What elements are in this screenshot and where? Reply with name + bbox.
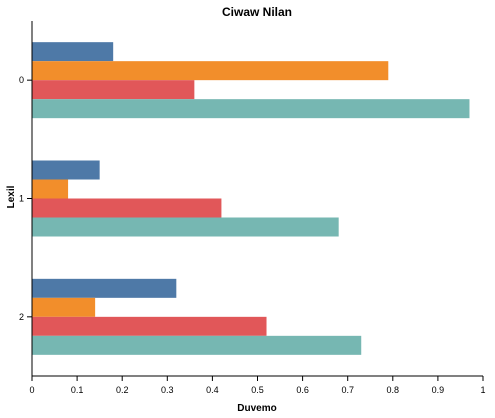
bar-cat1-series1 [32, 179, 69, 199]
chart-title: Ciwaw Nilan [222, 5, 292, 19]
x-tick-label: 0.2 [116, 385, 129, 395]
y-tick-label: 0 [19, 75, 24, 85]
bar-cat1-series3 [32, 217, 339, 237]
bar-cat0-series2 [32, 80, 195, 100]
bar-cat0-series0 [32, 42, 114, 62]
x-tick-label: 0.8 [387, 385, 400, 395]
bar-cat1-series2 [32, 198, 222, 218]
y-axis-label: Lexil [6, 185, 17, 208]
x-tick-label: 0.3 [161, 385, 174, 395]
bar-cat1-series0 [32, 160, 100, 180]
x-tick-label: 0.6 [296, 385, 309, 395]
bar-cat2-series2 [32, 316, 267, 336]
bar-cat2-series1 [32, 297, 96, 317]
bar-cat0-series1 [32, 61, 389, 81]
x-tick-label: 0.9 [432, 385, 445, 395]
x-tick-label: 0.7 [341, 385, 354, 395]
x-axis-label: Duvemo [237, 403, 276, 414]
bar-cat2-series3 [32, 335, 362, 355]
bars-layer [32, 42, 470, 355]
y-tick-label: 2 [19, 312, 24, 322]
bar-cat0-series3 [32, 99, 470, 119]
x-tick-label: 0.1 [71, 385, 84, 395]
y-ticks-layer: 0 1 2 [19, 75, 32, 322]
x-ticks-layer: 0 0.1 0.2 0.3 0.4 0.5 0.6 0.7 0.8 0.9 1 [29, 376, 486, 395]
y-tick-label: 1 [19, 194, 24, 204]
x-tick-label: 0 [29, 385, 34, 395]
x-tick-label: 1 [480, 385, 485, 395]
bar-cat2-series0 [32, 278, 177, 298]
x-tick-label: 0.5 [251, 385, 264, 395]
x-tick-label: 0.4 [206, 385, 219, 395]
